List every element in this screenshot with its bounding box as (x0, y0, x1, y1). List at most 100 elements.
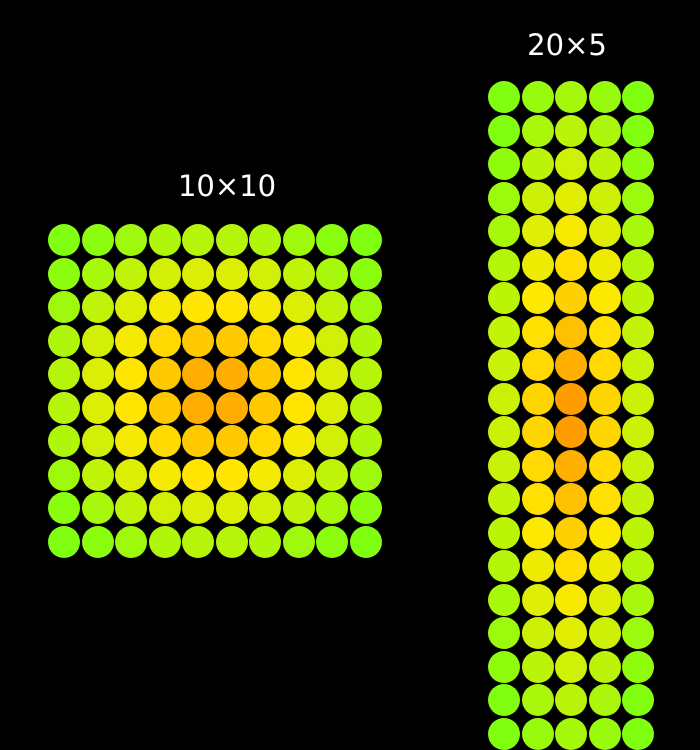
grid-dot (521, 81, 554, 113)
grid-dot (48, 492, 80, 524)
grid-dot (555, 583, 587, 616)
grid-dot (81, 324, 114, 357)
grid-dot (316, 358, 348, 390)
grid-dot (488, 382, 520, 415)
grid-dot (282, 291, 315, 323)
diagram-canvas: 10×10 20×5 (48, 28, 654, 750)
grid-dot (555, 315, 587, 348)
grid-dot (488, 516, 520, 549)
grid-dot (588, 617, 621, 649)
dot-grid-10x10 (48, 224, 382, 558)
grid-dot (249, 224, 281, 256)
grid-dot (622, 717, 654, 750)
grid-dot (282, 525, 315, 558)
grid-dot (622, 382, 654, 415)
grid-dot (488, 583, 520, 616)
grid-dot (349, 458, 382, 491)
grid-dot (282, 358, 315, 390)
grid-dot (215, 391, 248, 424)
grid-dot (182, 257, 214, 290)
grid-dot (215, 224, 248, 256)
grid-dot (316, 425, 348, 457)
grid-dot (81, 391, 114, 424)
grid-dot (521, 148, 554, 180)
grid-dot (316, 525, 348, 558)
grid-dot (521, 650, 554, 683)
grid-dot (588, 248, 621, 281)
grid-dot (81, 291, 114, 323)
grid-dot (148, 458, 181, 491)
grid-dot (81, 358, 114, 390)
grid-dot (316, 224, 348, 256)
grid-dot (555, 717, 587, 750)
grid-dot (622, 282, 654, 314)
grid-dot (182, 425, 214, 457)
grid-dot (521, 315, 554, 348)
grid-dot (249, 324, 281, 357)
grid-dot (555, 684, 587, 716)
grid-dot (349, 391, 382, 424)
grid-dot (249, 525, 281, 558)
grid-dot (182, 391, 214, 424)
grid-label-20x5: 20×5 (527, 28, 607, 62)
grid-dot (182, 525, 214, 558)
grid-dot (521, 550, 554, 582)
grid-dot (622, 617, 654, 649)
grid-dot (182, 224, 214, 256)
grid-dot (215, 492, 248, 524)
grid-dot (349, 492, 382, 524)
grid-dot (488, 114, 520, 147)
grid-dot (622, 148, 654, 180)
grid-dot (488, 148, 520, 180)
grid-dot (148, 525, 181, 558)
grid-dot (555, 248, 587, 281)
grid-dot (249, 291, 281, 323)
grid-dot (521, 248, 554, 281)
grid-dot (588, 650, 621, 683)
grid-dot (555, 416, 587, 448)
grid-dot (115, 458, 147, 491)
grid-dot (249, 391, 281, 424)
grid-dot (555, 550, 587, 582)
grid-dot (622, 416, 654, 448)
grid-dot (215, 425, 248, 457)
grid-dot (215, 458, 248, 491)
grid-dot (622, 81, 654, 113)
grid-dot (622, 684, 654, 716)
grid-dot (148, 391, 181, 424)
grid-dot (48, 358, 80, 390)
grid-dot (588, 215, 621, 247)
grid-dot (282, 425, 315, 457)
grid-dot (349, 291, 382, 323)
grid-dot (622, 114, 654, 147)
grid-dot (488, 617, 520, 649)
grid-dot (81, 224, 114, 256)
grid-dot (488, 449, 520, 482)
grid-dot (588, 315, 621, 348)
grid-dot (316, 257, 348, 290)
grid-dot (349, 425, 382, 457)
grid-dot (588, 114, 621, 147)
grid-dot (182, 492, 214, 524)
grid-dot (622, 483, 654, 515)
grid-dot (555, 282, 587, 314)
grid-dot (588, 349, 621, 381)
grid-dot (588, 416, 621, 448)
grid-dot (488, 248, 520, 281)
grid-dot (555, 148, 587, 180)
grid-dot (249, 492, 281, 524)
grid-dot (555, 516, 587, 549)
grid-dot (282, 224, 315, 256)
grid-dot (148, 257, 181, 290)
grid-dot (48, 425, 80, 457)
grid-dot (588, 684, 621, 716)
grid-dot (555, 181, 587, 214)
grid-dot (148, 291, 181, 323)
grid-dot (521, 282, 554, 314)
grid-dot (622, 315, 654, 348)
grid-dot (48, 391, 80, 424)
grid-dot (81, 425, 114, 457)
grid-dot (249, 257, 281, 290)
grid-dot (115, 425, 147, 457)
grid-dot (115, 291, 147, 323)
